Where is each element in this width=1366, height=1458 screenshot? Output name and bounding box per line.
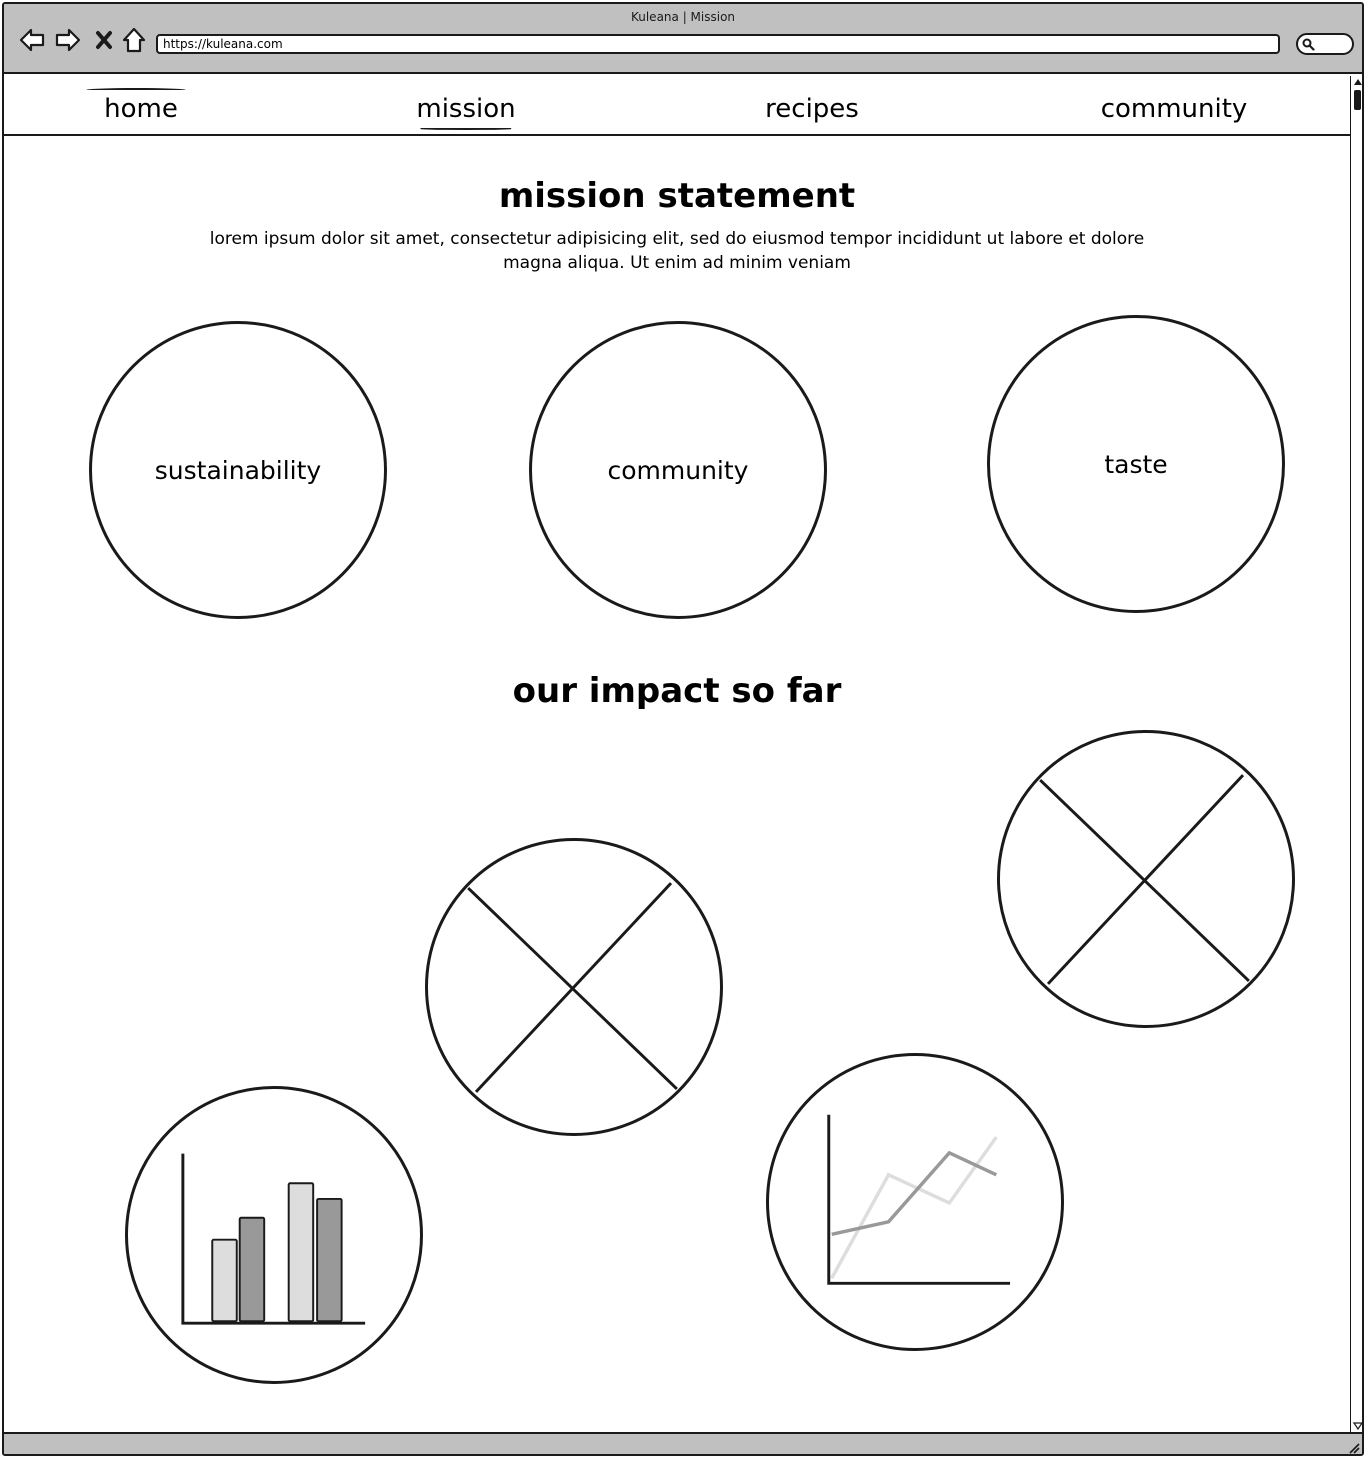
value-circle-community: community xyxy=(529,321,827,619)
icon-line-series xyxy=(830,1136,998,1280)
page-content: home mission recipes community mission s… xyxy=(4,76,1350,1432)
image-placeholder-icon xyxy=(467,882,678,1093)
icon-bar xyxy=(287,1182,315,1323)
nav-item-mission[interactable]: mission xyxy=(416,94,516,130)
back-arrow-icon[interactable] xyxy=(18,26,46,54)
value-circle-sustainability: sustainability xyxy=(89,321,387,619)
value-circle-taste: taste xyxy=(987,315,1285,613)
value-label: taste xyxy=(1104,449,1168,479)
bar-chart-circle xyxy=(125,1086,423,1384)
home-icon[interactable] xyxy=(120,26,148,54)
browser-chrome: Kuleana | Mission https://kuleana.com xyxy=(4,4,1362,74)
forward-arrow-icon[interactable] xyxy=(54,26,82,54)
scroll-thumb[interactable] xyxy=(1354,90,1361,110)
line-chart-circle xyxy=(766,1053,1064,1351)
value-label: community xyxy=(607,455,749,485)
image-placeholder-icon xyxy=(1039,774,1250,985)
scroll-up-icon[interactable] xyxy=(1353,78,1363,86)
impact-heading: our impact so far xyxy=(512,671,842,711)
mission-statement-text: lorem ipsum dolor sit amet, consectetur … xyxy=(209,229,1145,273)
image-placeholder-circle xyxy=(425,838,723,1136)
nav-item-home[interactable]: home xyxy=(104,94,178,124)
status-bar xyxy=(4,1432,1362,1454)
vertical-scrollbar[interactable] xyxy=(1350,76,1363,1432)
site-navbar: home mission recipes community xyxy=(4,76,1350,136)
search-icon xyxy=(1302,38,1315,51)
icon-bar xyxy=(238,1216,266,1323)
icon-bar xyxy=(211,1238,238,1323)
bar-chart-icon xyxy=(181,1153,366,1325)
address-bar[interactable]: https://kuleana.com xyxy=(156,34,1280,54)
mission-statement-heading: mission statement xyxy=(498,176,856,216)
close-icon[interactable] xyxy=(90,26,118,54)
nav-item-recipes[interactable]: recipes xyxy=(765,94,859,124)
image-placeholder-circle xyxy=(997,730,1295,1028)
value-label: sustainability xyxy=(154,455,322,485)
icon-bar xyxy=(316,1197,343,1323)
home-marker xyxy=(86,88,186,92)
icon-line-series xyxy=(831,1150,998,1237)
scroll-down-icon[interactable] xyxy=(1353,1422,1363,1430)
line-chart-icon xyxy=(827,1114,1011,1285)
nav-item-community[interactable]: community xyxy=(1100,94,1248,124)
window-title: Kuleana | Mission xyxy=(630,10,736,24)
browser-search-box[interactable] xyxy=(1296,33,1354,55)
resize-grip-icon[interactable] xyxy=(1346,1440,1360,1454)
